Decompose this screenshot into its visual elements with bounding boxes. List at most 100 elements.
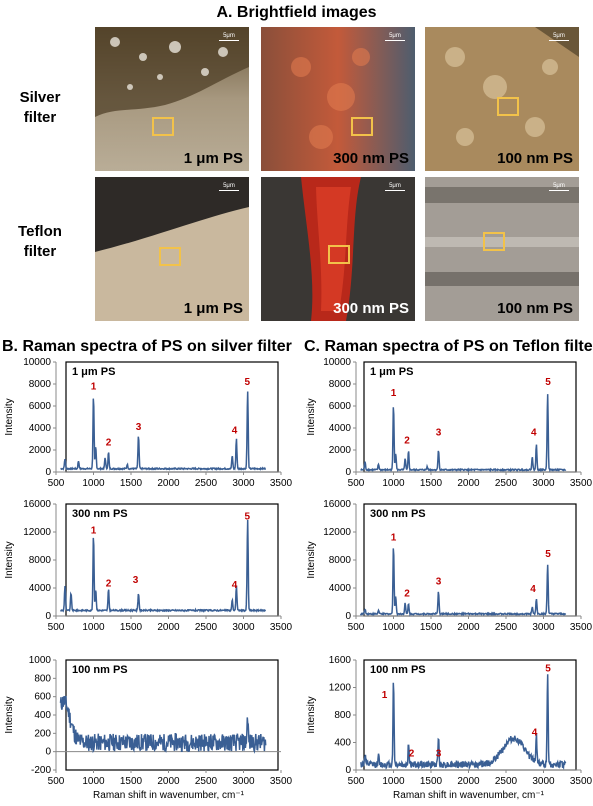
- peak-label: 1: [391, 532, 397, 543]
- y-tick-label: 8000: [29, 379, 52, 390]
- x-tick-label: 500: [48, 776, 65, 787]
- inset-title: 300 nm PS: [370, 508, 426, 520]
- y-tick-label: 600: [34, 692, 51, 703]
- inset-title: 1 μm PS: [72, 366, 115, 378]
- spectrum-line: [360, 394, 567, 473]
- sample-region-box: [159, 247, 181, 266]
- spectrum-line: [60, 391, 266, 471]
- plot-frame: [363, 659, 577, 771]
- title-panel-c: C. Raman spectra of PS on Teflon filter: [304, 338, 593, 355]
- peak-label: 2: [404, 435, 410, 446]
- micrograph-image: [261, 27, 415, 171]
- scale-bar: 5μm: [219, 33, 239, 41]
- y-tick-label: 0: [45, 467, 51, 478]
- peak-label: 1: [391, 388, 397, 399]
- x-tick-label: 3500: [570, 776, 593, 787]
- x-tick-label: 3500: [270, 776, 293, 787]
- scale-bar: 5μm: [385, 33, 405, 41]
- peak-label: 2: [409, 748, 415, 759]
- x-tick-label: 2000: [457, 478, 480, 488]
- peak-label: 2: [106, 579, 112, 590]
- peak-label: 3: [436, 577, 442, 588]
- y-tick-label: 1600: [329, 655, 352, 666]
- spectrum-line: [359, 548, 567, 617]
- x-tick-label: 3000: [232, 478, 255, 488]
- y-tick-label: 0: [345, 765, 351, 776]
- x-tick-label: 2000: [457, 776, 480, 787]
- peak-label: 1: [91, 525, 97, 536]
- scale-bar: 5μm: [549, 33, 569, 41]
- row-label-teflon: Teflon filter: [18, 223, 62, 260]
- x-tick-label: 3000: [232, 622, 255, 633]
- peak-label: 4: [530, 584, 536, 595]
- tile-label: 300 nm PS: [333, 300, 409, 317]
- x-tick-label: 3500: [270, 622, 293, 633]
- x-tick-label: 3000: [232, 776, 255, 787]
- x-tick-label: 2500: [195, 622, 218, 633]
- x-axis-label: Raman shift in wavenumber, cm⁻¹: [93, 790, 245, 801]
- y-tick-label: 800: [334, 710, 351, 721]
- y-axis-label: Intensity: [4, 398, 15, 435]
- x-tick-label: 1000: [382, 478, 405, 488]
- y-tick-label: 1200: [329, 683, 352, 694]
- inset-title: 100 nm PS: [72, 664, 128, 676]
- title-brightfield: A. Brightfield images: [216, 4, 377, 21]
- sample-region-box: [152, 117, 174, 136]
- x-tick-label: 2000: [457, 622, 480, 633]
- scale-bar: 5μm: [385, 183, 405, 191]
- micrograph-image: [95, 177, 249, 321]
- inset-title: 300 nm PS: [72, 508, 128, 520]
- x-tick-label: 2500: [195, 478, 218, 488]
- y-axis-label: Intensity: [4, 541, 15, 578]
- spectrum-teflon-300nm: 0 4000 8000 12000 16000 500 1000 1500 2000 2500 30…: [306, 500, 593, 633]
- spectrum-silver-100nm: -200 0 200 400 600 800 1000 500 1000 1500 2000 2500…: [4, 655, 293, 801]
- y-tick-label: 8000: [329, 555, 352, 566]
- y-tick-label: 12000: [323, 527, 351, 538]
- plot-frame: [65, 659, 279, 771]
- y-axis-label: Intensity: [306, 541, 317, 578]
- y-tick-label: 6000: [29, 401, 52, 412]
- x-tick-label: 2500: [495, 622, 518, 633]
- peak-label: 5: [545, 549, 551, 560]
- x-tick-label: 500: [348, 776, 365, 787]
- x-tick-label: 1000: [82, 622, 105, 633]
- y-tick-label: 800: [34, 673, 51, 684]
- tile-label: 1 μm PS: [183, 300, 243, 317]
- scale-bar: 5μm: [549, 183, 569, 191]
- sample-region-box: [497, 97, 519, 116]
- micrograph-silver-1um: 5μm 1 μm PS: [95, 27, 249, 171]
- y-tick-label: 16000: [23, 500, 51, 510]
- x-tick-label: 500: [348, 622, 365, 633]
- spectrum-silver-300nm: 0 4000 8000 12000 16000 500 1000 1500 2000 2500 30…: [4, 500, 293, 633]
- x-tick-label: 1500: [420, 478, 443, 488]
- y-tick-label: 16000: [323, 500, 351, 510]
- y-tick-label: 0: [45, 747, 51, 758]
- peak-label: 1: [382, 690, 388, 701]
- inset-title: 1 μm PS: [370, 366, 413, 378]
- y-tick-label: 400: [34, 710, 51, 721]
- peak-label: 4: [232, 580, 238, 591]
- x-tick-label: 2500: [495, 776, 518, 787]
- peak-label: 4: [232, 426, 238, 437]
- y-tick-label: 12000: [23, 527, 51, 538]
- y-tick-label: 1000: [29, 655, 52, 666]
- spectrum-line: [360, 674, 567, 771]
- scale-bar: 5μm: [219, 183, 239, 191]
- peak-label: 3: [436, 748, 442, 759]
- tile-label: 300 nm PS: [333, 150, 409, 167]
- micrograph-teflon-1um: 5μm 1 μm PS: [95, 177, 249, 321]
- x-tick-label: 500: [48, 478, 65, 488]
- micrograph-teflon-300nm: 5μm 300 nm PS: [261, 177, 415, 321]
- tile-label: 100 nm PS: [497, 150, 573, 167]
- sample-region-box: [328, 245, 350, 264]
- tile-label: 100 nm PS: [497, 300, 573, 317]
- y-axis-label: Intensity: [306, 696, 317, 733]
- peak-label: 4: [532, 728, 538, 739]
- y-tick-label: 4000: [29, 583, 52, 594]
- peak-label: 3: [436, 428, 442, 439]
- x-tick-label: 2000: [157, 478, 180, 488]
- x-tick-label: 2000: [157, 622, 180, 633]
- peak-label: 5: [545, 664, 551, 675]
- sample-region-box: [351, 117, 373, 136]
